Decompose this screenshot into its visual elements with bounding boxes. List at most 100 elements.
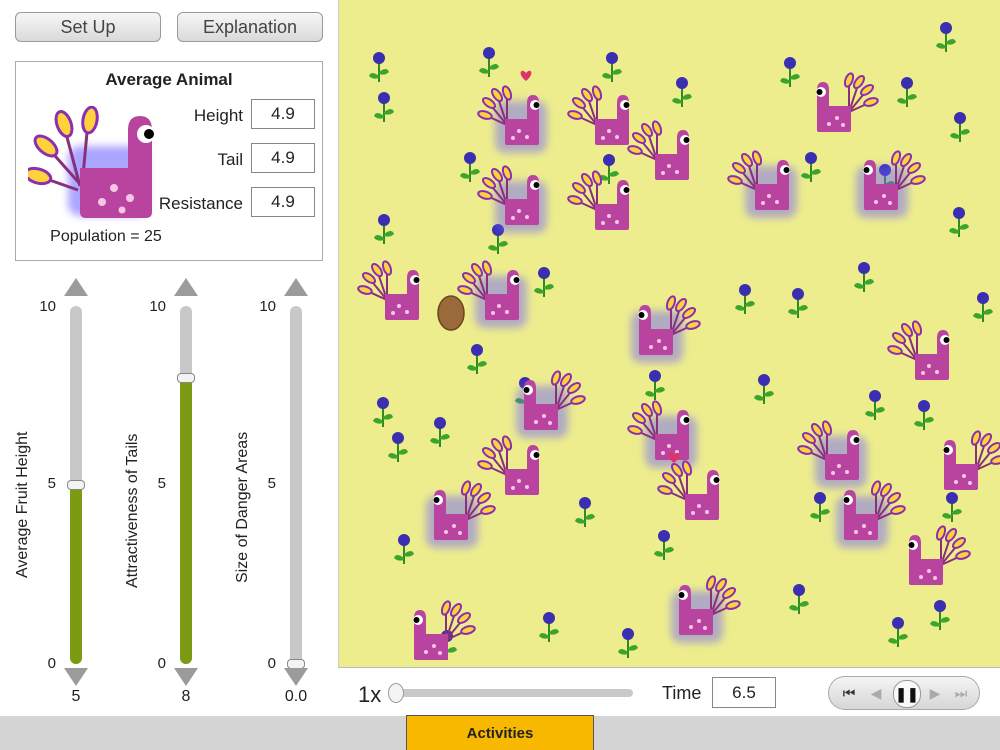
creature-icon[interactable] bbox=[887, 320, 950, 380]
creature-icon[interactable] bbox=[908, 525, 971, 585]
slider-track[interactable] bbox=[290, 306, 302, 664]
slider-value: 0.0 bbox=[284, 688, 308, 705]
decrease-arrow-icon[interactable] bbox=[174, 668, 198, 686]
increase-arrow-icon[interactable] bbox=[64, 278, 88, 296]
flower-icon bbox=[388, 432, 408, 462]
fruit-height-slider: 10 5 0 5 Average Fruit Height bbox=[0, 278, 110, 708]
flower-icon bbox=[780, 57, 800, 87]
creature-icon[interactable] bbox=[357, 260, 420, 320]
simulation-field[interactable] bbox=[338, 0, 1000, 668]
creature-icon[interactable] bbox=[816, 72, 879, 132]
creature-icon[interactable] bbox=[477, 165, 547, 233]
heart-icon bbox=[668, 452, 680, 463]
average-animal-icon bbox=[28, 106, 155, 218]
creature-icon[interactable] bbox=[567, 85, 630, 145]
flower-icon bbox=[618, 628, 638, 658]
slider-label: Attractiveness of Tails bbox=[124, 433, 141, 588]
explanation-button[interactable]: Explanation bbox=[177, 12, 323, 42]
height-value: 4.9 bbox=[251, 99, 315, 129]
tick-mid: 5 bbox=[47, 475, 56, 492]
flower-icon bbox=[672, 77, 692, 107]
speed-slider-track[interactable] bbox=[395, 689, 633, 697]
time-value: 6.5 bbox=[712, 677, 776, 708]
simulation-canvas bbox=[357, 22, 1000, 660]
flower-icon bbox=[801, 152, 821, 182]
pause-icon[interactable]: ❚❚ bbox=[893, 680, 921, 708]
slider-fill bbox=[70, 485, 82, 664]
flower-icon bbox=[810, 492, 830, 522]
egg-icon bbox=[437, 295, 465, 331]
activities-tab[interactable]: Activities bbox=[406, 715, 594, 750]
average-animal-panel: Average Animal Height 4.9 Tail 4.9 Resis… bbox=[15, 61, 323, 261]
increase-arrow-icon[interactable] bbox=[284, 278, 308, 296]
creature-icon[interactable] bbox=[943, 430, 1000, 490]
creature-icon[interactable] bbox=[426, 480, 496, 548]
tick-mid: 5 bbox=[267, 475, 276, 492]
tick-max: 10 bbox=[259, 298, 276, 315]
slider-value: 8 bbox=[181, 688, 191, 705]
slider-track[interactable] bbox=[180, 306, 192, 664]
creature-icon[interactable] bbox=[567, 170, 630, 230]
resistance-label: Resistance bbox=[158, 194, 243, 213]
slider-thumb[interactable] bbox=[67, 480, 85, 490]
tick-min: 0 bbox=[157, 655, 166, 672]
flower-icon bbox=[575, 497, 595, 527]
creature-icon[interactable] bbox=[836, 480, 906, 548]
tick-min: 0 bbox=[47, 655, 56, 672]
flower-icon bbox=[735, 284, 755, 314]
tail-label: Tail bbox=[217, 150, 243, 169]
flower-icon bbox=[788, 288, 808, 318]
creature-icon[interactable] bbox=[671, 575, 741, 643]
speed-slider-thumb[interactable] bbox=[388, 683, 404, 703]
decrease-arrow-icon[interactable] bbox=[64, 668, 88, 686]
flower-icon bbox=[754, 374, 774, 404]
flower-icon bbox=[865, 390, 885, 420]
playback-controls: ⏮ ◀ ❚❚ ▶ ⏭ bbox=[828, 676, 980, 710]
creature-icon[interactable] bbox=[856, 150, 926, 218]
flower-icon bbox=[645, 370, 665, 400]
decrease-arrow-icon[interactable] bbox=[284, 668, 308, 686]
flower-icon bbox=[534, 267, 554, 297]
slider-label: Size of Danger Areas bbox=[234, 431, 251, 583]
creature-icon[interactable] bbox=[477, 85, 547, 153]
flower-icon bbox=[950, 112, 970, 142]
step-back-icon[interactable]: ◀ bbox=[870, 684, 882, 701]
slider-thumb[interactable] bbox=[177, 372, 195, 383]
resistance-value: 4.9 bbox=[251, 187, 315, 217]
slider-label: Average Fruit Height bbox=[14, 431, 31, 578]
skip-to-end-icon[interactable]: ⏭ bbox=[954, 684, 968, 701]
tick-max: 10 bbox=[39, 298, 56, 315]
flower-icon bbox=[914, 400, 934, 430]
flower-icon bbox=[973, 292, 993, 322]
tick-min: 0 bbox=[267, 655, 276, 672]
population-count: Population = 25 bbox=[50, 228, 162, 245]
flower-icon bbox=[942, 492, 962, 522]
setup-button[interactable]: Set Up bbox=[15, 12, 161, 42]
creature-icon[interactable] bbox=[627, 400, 697, 468]
flower-icon bbox=[949, 207, 969, 237]
rewind-to-start-icon[interactable]: ⏮ bbox=[842, 684, 856, 701]
creature-icon[interactable] bbox=[727, 150, 797, 218]
flower-icon bbox=[888, 617, 908, 647]
step-forward-icon[interactable]: ▶ bbox=[929, 684, 941, 701]
creature-icon[interactable] bbox=[516, 370, 586, 438]
flower-icon bbox=[854, 262, 874, 292]
danger-areas-slider: 10 5 0 0.0 Size of Danger Areas bbox=[220, 278, 330, 708]
creature-icon[interactable] bbox=[631, 295, 701, 363]
tick-mid: 5 bbox=[157, 475, 166, 492]
tail-attractiveness-slider: 10 5 0 8 Attractiveness of Tails bbox=[110, 278, 220, 708]
slider-value: 5 bbox=[71, 688, 81, 705]
flower-icon bbox=[374, 214, 394, 244]
flower-icon bbox=[373, 397, 393, 427]
creature-icon[interactable] bbox=[797, 420, 867, 488]
average-animal-title: Average Animal bbox=[105, 70, 233, 89]
creature-icon[interactable] bbox=[413, 600, 476, 660]
creature-icon[interactable] bbox=[477, 435, 540, 495]
increase-arrow-icon[interactable] bbox=[174, 278, 198, 296]
creature-icon[interactable] bbox=[457, 260, 527, 328]
flower-icon bbox=[602, 52, 622, 82]
heart-icon bbox=[520, 70, 532, 81]
creature-icon[interactable] bbox=[657, 460, 720, 520]
time-label: Time bbox=[662, 683, 702, 703]
creature-icon[interactable] bbox=[627, 120, 690, 180]
